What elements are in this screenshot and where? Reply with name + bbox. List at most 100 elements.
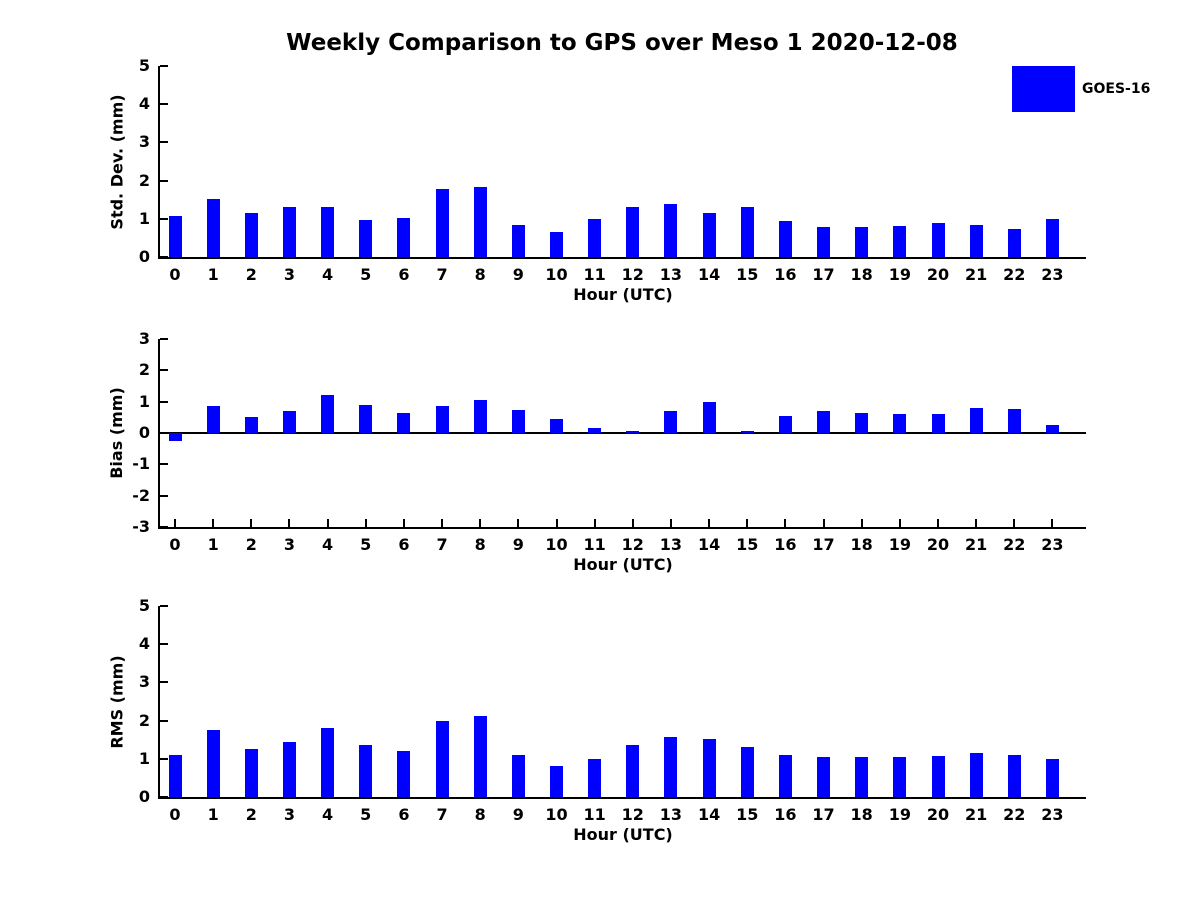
bar-hour-21 (969, 753, 983, 797)
y-tick-label: 5 (138, 56, 150, 75)
bar-hour-23 (1045, 425, 1059, 433)
bar-hour-16 (778, 754, 792, 797)
x-tick-label: 16 (774, 265, 797, 284)
x-tick (212, 519, 215, 527)
bar-hour-15 (740, 431, 754, 433)
x-tick-label: 6 (398, 535, 410, 554)
x-tick-label: 22 (1003, 535, 1026, 554)
x-tick-label: 8 (474, 265, 486, 284)
x-tick-label: 14 (697, 535, 721, 554)
x-tick-label: 5 (360, 265, 372, 284)
figure-title: Weekly Comparison to GPS over Meso 1 202… (286, 30, 958, 56)
bar-hour-7 (435, 720, 449, 797)
x-tick (1051, 519, 1054, 527)
x-tick-label: 18 (850, 805, 873, 824)
x-tick-label: 9 (512, 535, 524, 554)
y-tick-label: 1 (138, 208, 150, 228)
x-tick-label: 7 (436, 805, 448, 824)
x-tick-label: 20 (926, 535, 950, 554)
x-tick-label: 0 (169, 265, 181, 284)
std-dev-xlabel: Hour (UTC) (573, 285, 673, 304)
x-tick-label: 12 (621, 535, 644, 554)
bar-hour-11 (588, 428, 602, 433)
bar-hour-14 (702, 401, 716, 433)
x-tick-label: 5 (360, 535, 372, 554)
bar-hour-6 (397, 413, 411, 433)
x-tick (479, 519, 482, 527)
bar-hour-17 (817, 756, 831, 797)
rms-xlabel: Hour (UTC) (573, 825, 673, 844)
bar-hour-4 (321, 728, 335, 797)
y-tick-label: 3 (138, 672, 150, 692)
x-tick-label: 22 (1003, 265, 1026, 284)
bar-hour-5 (359, 219, 373, 257)
x-tick-label: 21 (965, 805, 988, 824)
bar-hour-3 (282, 207, 296, 257)
x-tick (364, 519, 367, 527)
x-tick (631, 519, 634, 527)
x-tick-label: 15 (736, 535, 759, 554)
y-tick (160, 494, 168, 497)
bias-xlabel: Hour (UTC) (573, 555, 673, 574)
bar-hour-23 (1045, 758, 1059, 797)
bar-hour-16 (778, 221, 792, 257)
bar-hour-0 (168, 754, 182, 797)
bar-hour-11 (588, 758, 602, 797)
y-tick-label: 4 (138, 634, 150, 654)
x-tick-label: 17 (812, 265, 835, 284)
bar-hour-9 (511, 224, 525, 257)
x-tick-label: 1 (207, 805, 219, 824)
bar-hour-9 (511, 754, 525, 797)
x-tick (326, 519, 329, 527)
y-tick (160, 338, 168, 340)
y-tick (160, 141, 168, 144)
y-tick-label: -3 (132, 517, 150, 536)
bar-hour-20 (931, 756, 945, 797)
y-tick-label: 2 (138, 360, 150, 380)
x-tick-label: 3 (283, 535, 295, 554)
x-tick-label: 11 (583, 535, 606, 554)
y-tick (160, 605, 168, 607)
x-tick (441, 519, 444, 527)
x-tick (822, 519, 825, 527)
bar-hour-15 (740, 207, 754, 257)
bar-hour-8 (473, 400, 487, 433)
bar-hour-1 (206, 730, 220, 797)
bar-hour-15 (740, 747, 754, 797)
x-tick-label: 13 (659, 805, 683, 824)
std-dev-ylabel: Std. Dev. (mm) (107, 93, 126, 230)
x-tick (288, 519, 291, 527)
y-tick-label: 3 (138, 132, 150, 152)
std-dev-plot-area (158, 65, 1086, 259)
bias-plot-area (158, 338, 1086, 529)
bar-hour-21 (969, 225, 983, 257)
x-tick-label: 15 (736, 805, 759, 824)
bar-hour-14 (702, 738, 716, 797)
x-tick-label: 2 (245, 265, 257, 284)
bar-hour-16 (778, 415, 792, 433)
bar-hour-22 (1007, 754, 1021, 797)
y-tick (160, 103, 168, 106)
y-tick-label: 0 (138, 787, 150, 806)
x-tick (898, 519, 901, 527)
x-tick-label: 15 (736, 265, 759, 284)
x-tick-label: 16 (774, 805, 797, 824)
bar-hour-4 (321, 394, 335, 433)
x-tick-label: 14 (697, 805, 721, 824)
bar-hour-17 (817, 411, 831, 433)
y-tick-label: 5 (138, 596, 150, 615)
x-tick (250, 519, 253, 527)
bar-hour-2 (244, 213, 258, 257)
bar-hour-10 (550, 418, 563, 433)
legend-swatch (1012, 66, 1075, 112)
y-tick (160, 65, 168, 67)
y-tick (160, 463, 168, 466)
x-tick-label: 13 (659, 535, 683, 554)
bar-hour-17 (817, 227, 831, 257)
x-tick (708, 519, 711, 527)
x-tick (784, 519, 787, 527)
x-tick-label: 12 (621, 805, 644, 824)
bar-hour-19 (893, 414, 907, 433)
x-tick-label: 1 (207, 535, 219, 554)
